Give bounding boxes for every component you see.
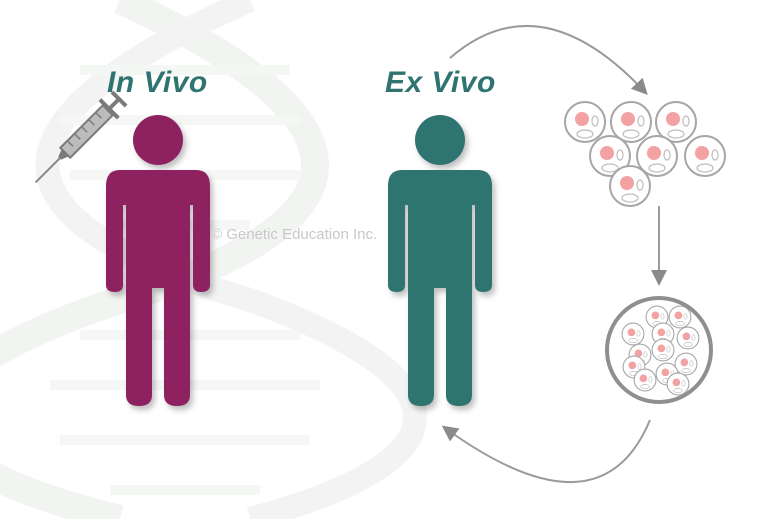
cell-icon: [609, 165, 651, 207]
cell-icon: [564, 101, 606, 143]
return-arrow-icon: [441, 419, 651, 484]
curved-arrow-icon: [449, 25, 648, 95]
syringe-icon: [34, 90, 128, 184]
cell-icon: [684, 135, 726, 177]
ex-vivo-person-icon: [388, 115, 492, 406]
cell-icon: [610, 101, 652, 143]
cell-cluster: [564, 101, 726, 207]
culture-dish-icon: [605, 296, 713, 404]
in-vivo-label: In Vivo: [107, 66, 208, 99]
ex-vivo-label: Ex Vivo: [385, 66, 496, 99]
in-vivo-person-icon: [106, 115, 210, 406]
watermark-text: © Genetic Education Inc.: [211, 226, 378, 243]
